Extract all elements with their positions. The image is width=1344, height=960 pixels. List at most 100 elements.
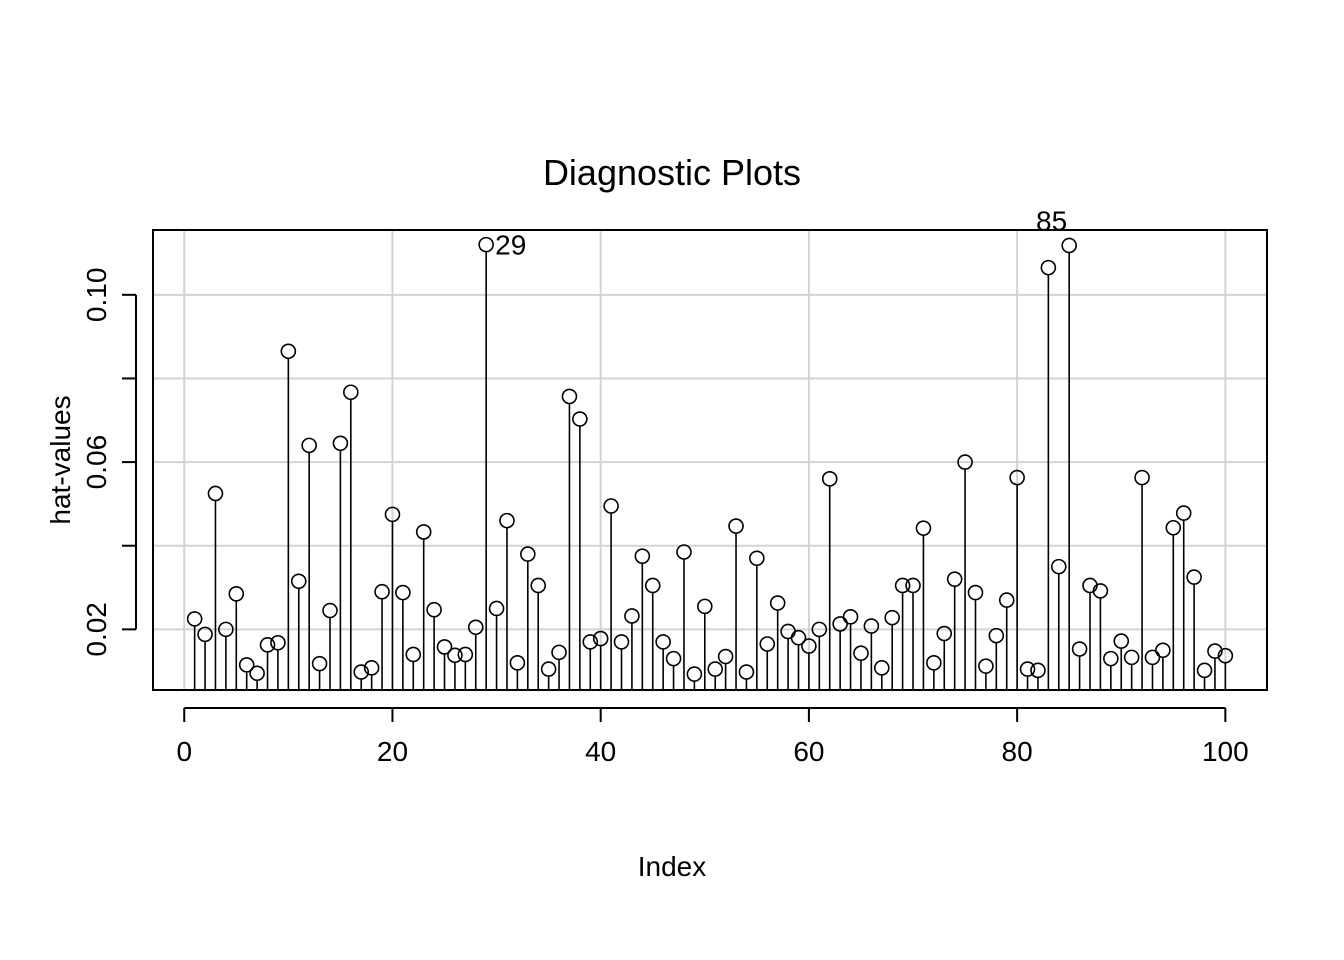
point-label: 85 xyxy=(1036,205,1067,236)
data-point xyxy=(457,646,474,663)
data-point xyxy=(1092,583,1109,599)
point-label: 29 xyxy=(495,230,526,261)
y-tick-label: 0.10 xyxy=(81,268,112,323)
data-point xyxy=(905,577,921,594)
data-point xyxy=(207,485,224,502)
y-axis-label: hat-values xyxy=(45,395,76,524)
data-point xyxy=(1175,505,1192,521)
data-point xyxy=(530,577,547,594)
x-tick-label: 60 xyxy=(793,736,824,767)
data-point xyxy=(1165,519,1182,536)
data-point xyxy=(769,595,786,611)
data-point xyxy=(415,524,432,540)
data-point xyxy=(447,647,463,664)
data-point xyxy=(384,506,401,523)
point-annotations: 29 85 xyxy=(495,205,1067,260)
data-point xyxy=(290,573,307,590)
data-point xyxy=(1009,469,1025,486)
data-point xyxy=(655,634,671,650)
data-point xyxy=(249,665,265,682)
data-point xyxy=(426,601,442,618)
data-point xyxy=(915,520,932,536)
data-point xyxy=(696,598,713,615)
data-point xyxy=(780,623,796,640)
data-point xyxy=(821,471,838,487)
data-point xyxy=(759,636,776,652)
data-point xyxy=(1144,649,1161,666)
data-point xyxy=(238,657,255,673)
data-point xyxy=(363,660,380,676)
data-point xyxy=(561,388,578,405)
data-point xyxy=(1019,661,1036,677)
plot-frame xyxy=(152,229,1268,691)
data-point xyxy=(1050,558,1067,575)
data-point xyxy=(624,608,640,624)
data-point xyxy=(676,544,692,560)
data-point xyxy=(1040,259,1057,276)
data-point xyxy=(374,583,390,600)
data-point xyxy=(717,648,734,665)
data-point xyxy=(790,629,807,646)
data-point xyxy=(644,577,661,594)
data-point xyxy=(842,609,859,625)
data-point xyxy=(957,454,973,470)
data-point xyxy=(884,609,900,626)
data-point xyxy=(467,619,484,636)
data-point xyxy=(894,577,911,594)
data-point xyxy=(509,655,526,671)
data-point xyxy=(978,658,994,674)
data-point xyxy=(488,600,505,617)
data-point xyxy=(832,616,848,632)
data-point xyxy=(572,411,588,427)
data-point xyxy=(353,664,370,680)
data-point xyxy=(1217,647,1234,664)
x-tick-label: 20 xyxy=(377,736,408,767)
data-point xyxy=(395,584,411,601)
data-point xyxy=(520,546,536,562)
data-point xyxy=(749,550,765,567)
y-axis: 0.02 0.06 0.10 xyxy=(81,268,137,657)
data-point xyxy=(186,611,203,627)
data-point xyxy=(998,592,1015,608)
data-point xyxy=(988,627,1005,644)
data-point xyxy=(1123,649,1140,666)
data-point xyxy=(946,571,963,587)
data-point xyxy=(218,621,234,638)
data-point xyxy=(436,639,453,655)
x-tick-label: 100 xyxy=(1202,736,1249,767)
data-point xyxy=(1186,569,1202,585)
data-points xyxy=(186,236,1234,682)
data-point xyxy=(863,618,880,634)
data-point xyxy=(301,437,317,454)
grid-lines xyxy=(153,230,1267,690)
data-point xyxy=(405,646,422,663)
data-point xyxy=(707,661,724,677)
x-axis-label: Index xyxy=(638,851,707,882)
data-point xyxy=(332,435,349,452)
data-point xyxy=(665,650,682,667)
data-point xyxy=(738,664,755,680)
data-point xyxy=(1061,237,1077,254)
data-point xyxy=(280,343,297,360)
data-point xyxy=(311,655,328,672)
data-point xyxy=(1113,633,1130,649)
data-point xyxy=(811,621,828,638)
data-point xyxy=(1155,642,1171,659)
data-point xyxy=(259,637,276,653)
data-point xyxy=(1103,650,1119,667)
data-point xyxy=(1196,662,1213,679)
data-point xyxy=(1207,643,1223,659)
data-point xyxy=(343,384,359,401)
data-point xyxy=(322,602,338,619)
data-point xyxy=(197,626,213,643)
data-point xyxy=(1030,662,1046,679)
data-point xyxy=(1134,469,1150,486)
data-point xyxy=(540,661,557,677)
x-tick-label: 40 xyxy=(585,736,616,767)
data-point xyxy=(613,634,630,650)
data-point xyxy=(853,645,869,662)
data-point xyxy=(582,634,599,650)
data-point xyxy=(728,518,744,534)
x-tick-label: 80 xyxy=(1002,736,1033,767)
